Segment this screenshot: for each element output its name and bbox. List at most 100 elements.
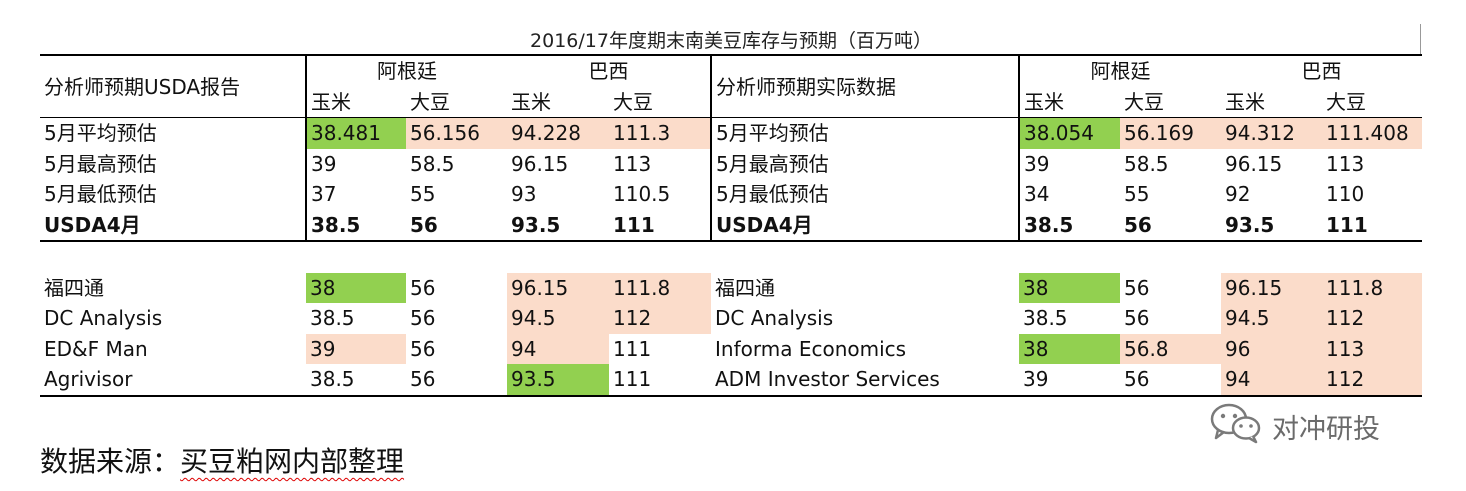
table-cell: 56.156 <box>406 117 507 149</box>
table-cell: 94 <box>1221 364 1322 397</box>
row-label: 5月最高预估 <box>44 151 157 176</box>
table-cell: 38 <box>1019 333 1120 364</box>
table-row: 5月平均预估 38.481 56.156 94.228 111.3 5月平均预估… <box>40 117 1422 149</box>
table-cell: 111 <box>609 209 711 242</box>
table-cell: 39 <box>1018 148 1120 179</box>
table-cell: 38.5 <box>306 364 406 397</box>
source-prefix: 数据来源： <box>40 445 181 478</box>
table-cell: 110 <box>1326 182 1365 207</box>
row-label: 5月最低预估 <box>44 182 157 207</box>
row-label: USDA4月 <box>40 209 306 242</box>
row-label: DC Analysis <box>44 306 163 331</box>
table-cell: 56 <box>1124 306 1150 331</box>
left-sub-soy-br: 大豆 <box>609 86 711 118</box>
right-sub-soy-br: 大豆 <box>1322 86 1422 118</box>
table-cell: 112 <box>1322 303 1422 334</box>
table-row: DC Analysis 38.5 56 94.5 112 DC Analysis… <box>40 303 1422 334</box>
source-note: 数据来源：买豆粕网内部整理 <box>40 442 404 482</box>
table-cell: 93 <box>511 182 537 207</box>
table-cell: 96.15 <box>511 151 569 176</box>
table-cell: 112 <box>1322 364 1422 397</box>
table-cell: 94.5 <box>1221 303 1322 334</box>
table-cell: 113 <box>613 151 652 176</box>
table-cell: 113 <box>1322 333 1422 364</box>
table-cell: 56 <box>410 306 436 331</box>
table-cell: 110.5 <box>613 182 671 207</box>
header-row-groups: 分析师预期USDA报告 阿根廷 巴西 分析师预期实际数据 阿根廷 巴西 <box>40 56 1422 118</box>
table-cell: 94.5 <box>507 303 609 334</box>
table-cell: 111 <box>613 336 652 361</box>
right-header-label: 分析师预期实际数据 <box>710 56 1019 118</box>
table-cell: 38 <box>306 272 406 303</box>
right-sub-corn-br: 玉米 <box>1221 86 1322 118</box>
table-cell: 113 <box>1326 151 1365 176</box>
table-cell: 56 <box>1120 364 1221 397</box>
table-cell: 96.15 <box>507 272 609 303</box>
row-label: Agrivisor <box>40 364 306 397</box>
table-cell: 56 <box>410 275 436 300</box>
table-row: 5月最低预估 37 55 93 110.5 5月最低预估 34 55 92 11… <box>40 179 1422 210</box>
table-cell: 38.5 <box>310 306 355 331</box>
table-cell: 38.054 <box>1018 117 1120 149</box>
row-label: ED&F Man <box>44 336 148 361</box>
table-cell: 38.481 <box>305 117 406 149</box>
table-cell: 93.5 <box>507 209 609 242</box>
row-label: Informa Economics <box>715 336 907 361</box>
table-cell: 111.8 <box>1322 272 1422 303</box>
table-cell: 112 <box>609 303 711 334</box>
table-row: ED&F Man 39 56 94 111 Informa Economics … <box>40 333 1422 364</box>
table-cell: 38.5 <box>305 209 406 242</box>
right-sub-soy-ar: 大豆 <box>1120 86 1221 118</box>
watermark: 对冲研投 <box>1208 403 1380 448</box>
table-cell: 111.3 <box>609 117 711 149</box>
table-cell: 56 <box>410 336 436 361</box>
row-label: 福四通 <box>715 275 775 300</box>
table-cell: 93.5 <box>507 364 609 397</box>
row-label: 5月平均预估 <box>710 117 1019 149</box>
table-cell: 39 <box>306 333 406 364</box>
table-cell: 39 <box>1019 364 1120 397</box>
right-sub-corn-ar: 玉米 <box>1018 86 1120 118</box>
left-sub-soy-ar: 大豆 <box>406 86 507 118</box>
table-row: USDA4月 38.5 56 93.5 111 USDA4月 38.5 56 9… <box>40 209 1422 242</box>
row-label: ADM Investor Services <box>711 364 1019 397</box>
table-cell: 56 <box>406 209 507 242</box>
table-cell: 56.8 <box>1120 333 1221 364</box>
title-right-border <box>1420 24 1421 54</box>
table-cell: 58.5 <box>410 151 455 176</box>
table-cell: 38.5 <box>1018 209 1120 242</box>
watermark-text: 对冲研投 <box>1272 413 1380 445</box>
table-cell: 55 <box>1124 182 1150 207</box>
row-label: 福四通 <box>44 275 104 300</box>
row-label: 5月最高预估 <box>710 148 1019 179</box>
spacer-row <box>40 241 1422 273</box>
table-cell: 38.5 <box>1023 306 1068 331</box>
top-rule <box>40 54 1422 56</box>
table-row: Agrivisor 38.5 56 93.5 111 ADM Investor … <box>40 364 1422 397</box>
header-row-commodities: 玉米 大豆 玉米 大豆 玉米 大豆 玉米 大豆 <box>40 86 1422 118</box>
row-label: 5月平均预估 <box>44 121 157 146</box>
table-cell: 58.5 <box>1124 151 1169 176</box>
left-sub-corn-ar: 玉米 <box>305 86 406 118</box>
table-cell: 94.228 <box>507 117 609 149</box>
table-cell: 56 <box>1124 275 1150 300</box>
table-cell: 94.312 <box>1221 117 1322 149</box>
table-cell: 96 <box>1221 333 1322 364</box>
left-sub-corn-br: 玉米 <box>507 86 609 118</box>
wechat-icon <box>1208 401 1272 452</box>
table-cell: 111 <box>609 364 711 397</box>
left-group-brazil: 巴西 <box>588 59 629 84</box>
row-label: USDA4月 <box>710 209 1019 242</box>
left-group-argentina: 阿根廷 <box>305 56 507 87</box>
row-label: DC Analysis <box>715 306 834 331</box>
table-title: 2016/17年度期末南美豆库存与预期（百万吨） <box>530 30 932 52</box>
table-cell: 93.5 <box>1221 209 1322 242</box>
table-cell: 56 <box>406 364 507 397</box>
table-cell: 96.15 <box>1225 151 1283 176</box>
table-cell: 38 <box>1019 272 1120 303</box>
table-cell: 34 <box>1018 179 1120 210</box>
table-cell: 56 <box>1120 209 1221 242</box>
table-cell: 96.15 <box>1221 272 1322 303</box>
right-group-brazil: 巴西 <box>1301 59 1342 84</box>
left-header-label: 分析师预期USDA报告 <box>40 56 306 118</box>
